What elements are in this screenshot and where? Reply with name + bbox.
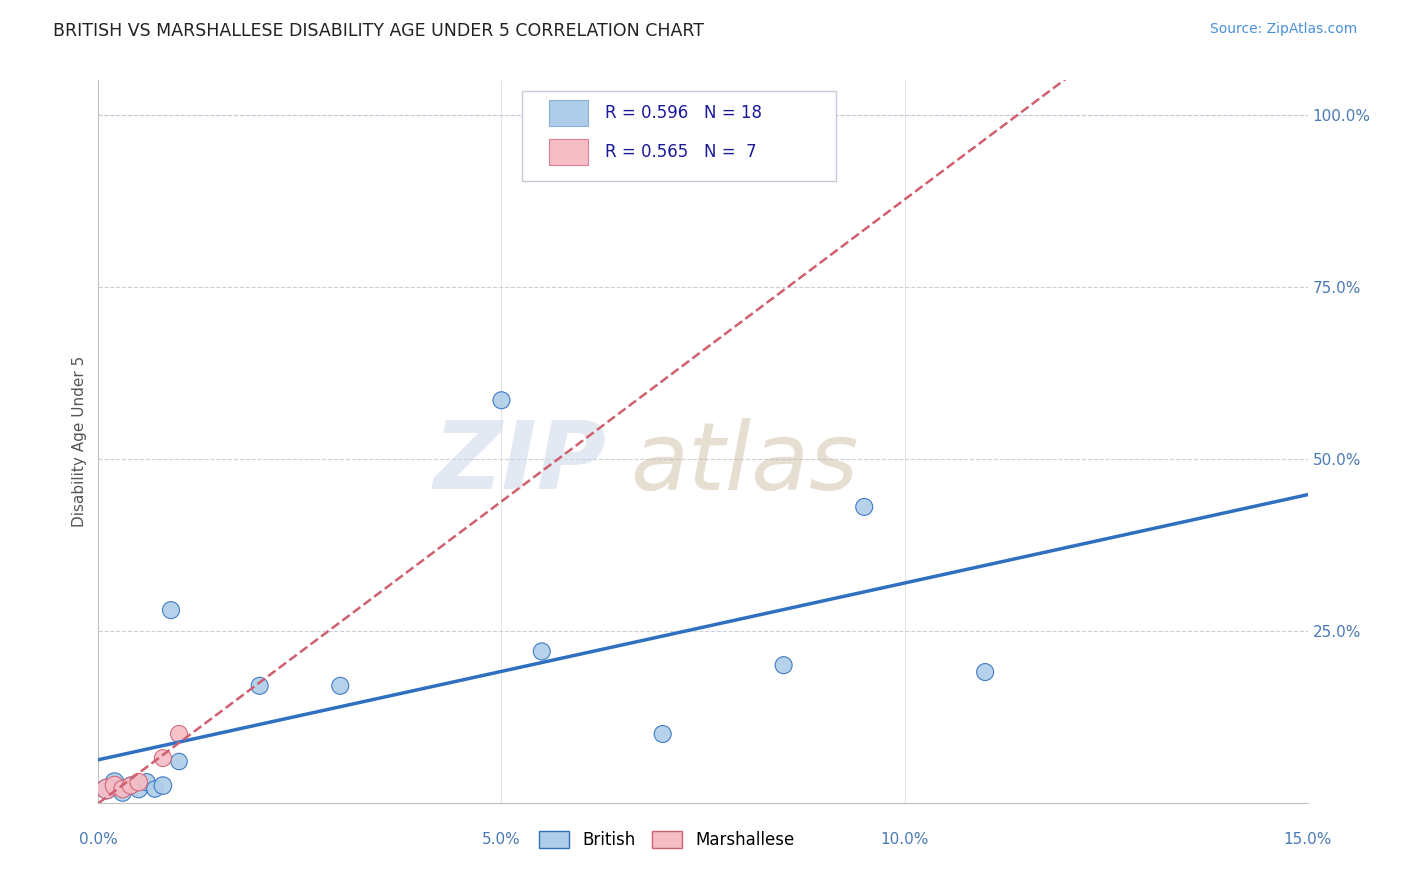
Point (152, 779, 174, 793)
Point (974, 665, 997, 679)
Point (128, 782, 150, 797)
FancyBboxPatch shape (550, 100, 588, 127)
Point (96, 782, 118, 797)
Point (160, 603, 183, 617)
Point (143, 782, 166, 797)
Point (167, 727, 190, 741)
Point (111, 782, 134, 797)
FancyBboxPatch shape (550, 139, 588, 165)
FancyBboxPatch shape (522, 91, 837, 181)
Point (120, 779, 142, 793)
Text: 15.0%: 15.0% (1284, 831, 1331, 847)
Point (329, 679, 352, 693)
Text: BRITISH VS MARSHALLESE DISABILITY AGE UNDER 5 CORRELATION CHART: BRITISH VS MARSHALLESE DISABILITY AGE UN… (53, 22, 704, 40)
Text: atlas: atlas (630, 417, 859, 508)
Text: ZIP: ZIP (433, 417, 606, 509)
Text: 5.0%: 5.0% (482, 831, 520, 847)
Point (120, 779, 142, 793)
Point (249, 679, 271, 693)
Point (135, 775, 157, 789)
Point (103, 779, 125, 793)
Text: 10.0%: 10.0% (880, 831, 929, 847)
Text: R = 0.565   N =  7: R = 0.565 N = 7 (605, 143, 756, 161)
Text: 0.0%: 0.0% (79, 831, 118, 847)
Point (128, 775, 150, 789)
Point (491, 393, 513, 408)
Point (103, 775, 125, 789)
Point (167, 755, 190, 769)
Text: R = 0.596   N = 18: R = 0.596 N = 18 (605, 104, 762, 122)
Point (853, 500, 876, 514)
Text: Source: ZipAtlas.com: Source: ZipAtlas.com (1209, 22, 1357, 37)
Point (152, 751, 174, 765)
Point (772, 658, 794, 673)
Point (530, 644, 553, 658)
Point (651, 727, 673, 741)
Point (96, 782, 118, 797)
Point (111, 785, 134, 799)
Y-axis label: Disability Age Under 5: Disability Age Under 5 (72, 356, 87, 527)
Legend: British, Marshallese: British, Marshallese (531, 824, 801, 856)
